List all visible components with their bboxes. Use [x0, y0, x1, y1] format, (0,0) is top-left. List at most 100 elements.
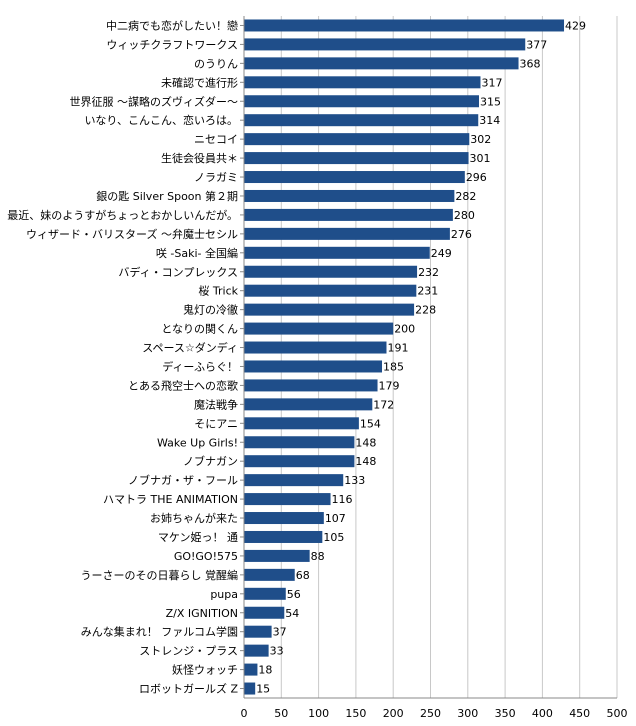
bar	[244, 625, 272, 638]
bar	[244, 38, 526, 51]
x-tick-label: 50	[274, 707, 288, 720]
category-label: バディ・コンプレックス	[118, 265, 238, 279]
category-label: となりの関くん	[161, 323, 238, 336]
category-label: みんな集まれ！ ファルコム学園	[81, 625, 238, 639]
category-label: 桜 Trick	[198, 284, 238, 298]
value-label: 317	[481, 76, 502, 89]
value-label: 276	[451, 228, 472, 241]
bar	[244, 512, 324, 525]
bar	[244, 644, 269, 657]
value-label: 18	[258, 664, 272, 677]
value-label: 133	[344, 474, 365, 487]
category-label: のうりん	[194, 57, 238, 70]
value-label: 296	[466, 171, 487, 184]
category-label: 最近、妹のようすがちょっとおかしいんだが。	[7, 208, 238, 222]
category-label: ハマトラ THE ANIMATION	[103, 493, 238, 506]
value-label: 116	[332, 493, 353, 506]
bar	[244, 436, 355, 449]
value-label: 105	[323, 531, 344, 544]
value-label: 54	[285, 607, 299, 620]
category-label: そにアニ	[194, 417, 238, 430]
value-label: 179	[379, 379, 400, 392]
category-label: ノブナガン	[183, 454, 238, 468]
bar	[244, 455, 355, 468]
category-label: 世界征服 ～謀略のズヴィズダー～	[70, 94, 239, 108]
bar	[244, 303, 415, 316]
value-label: 314	[479, 114, 500, 127]
bar	[244, 587, 286, 600]
bar	[244, 379, 378, 392]
bar	[244, 549, 310, 562]
category-label: スペース☆ダンディ	[142, 341, 238, 355]
value-label: 107	[325, 512, 346, 525]
category-label: 魔法戦争	[194, 397, 238, 411]
bar	[244, 265, 418, 278]
bar	[244, 530, 323, 543]
axes	[240, 16, 617, 699]
bar	[244, 57, 519, 70]
bar	[244, 360, 383, 373]
gridlines	[280, 16, 618, 698]
category-label: ロボットガールズ Z	[139, 682, 238, 696]
category-label: ノラガミ	[194, 171, 238, 184]
bar	[244, 663, 258, 676]
bar	[244, 171, 465, 184]
category-label: いなり、こんこん、恋いろは。	[84, 113, 238, 127]
value-label: 368	[520, 57, 541, 70]
category-label: ウィザード・バリスターズ ～弁魔士セシル	[26, 227, 238, 241]
value-label: 148	[355, 455, 376, 468]
value-label: 68	[296, 569, 310, 582]
x-tick-label: 0	[241, 707, 248, 720]
category-label: 咲 -Saki- 全国編	[156, 246, 238, 260]
value-label: 231	[417, 285, 438, 298]
bar	[244, 341, 387, 354]
value-label: 37	[273, 626, 287, 639]
bar	[244, 133, 470, 146]
bar	[244, 246, 430, 259]
category-label: 未確認で進行形	[161, 75, 238, 89]
bar	[244, 19, 565, 32]
x-tick-label: 200	[383, 707, 404, 720]
bar	[244, 227, 450, 240]
value-label: 15	[256, 683, 270, 696]
bar	[244, 606, 285, 619]
value-label: 191	[387, 342, 408, 355]
value-label: 228	[415, 304, 436, 317]
bar	[244, 152, 469, 165]
category-label: 銀の匙 Silver Spoon 第２期	[96, 189, 238, 203]
category-label: 生徒会役員共＊	[161, 151, 238, 165]
category-label: 妖怪ウォッチ	[172, 663, 238, 677]
value-label: 377	[526, 38, 547, 51]
bar	[244, 76, 481, 89]
bars	[244, 19, 565, 695]
x-tick-label: 400	[532, 707, 553, 720]
value-label: 148	[355, 436, 376, 449]
category-label: 中二病でも恋がしたい！戀	[106, 18, 238, 32]
x-tick-label: 250	[420, 707, 441, 720]
value-label: 88	[311, 550, 325, 563]
bar	[244, 398, 373, 411]
category-label: ノブナガ・ザ・フール	[128, 473, 238, 487]
category-labels: 中二病でも恋がしたい！戀ウィッチクラフトワークスのうりん未確認で進行形世界征服 …	[7, 18, 238, 695]
x-tick-label: 300	[457, 707, 478, 720]
bar	[244, 474, 344, 487]
category-label: 鬼灯の冷徹	[183, 303, 238, 317]
category-label: ウィッチクラフトワークス	[106, 38, 238, 51]
category-label: Wake Up Girls!	[157, 436, 238, 449]
category-label: マケン姫っ！ 通	[158, 530, 238, 544]
value-label: 154	[360, 417, 381, 430]
category-label: とある飛空士への恋歌	[128, 378, 238, 392]
x-tick-label: 450	[569, 707, 590, 720]
category-label: pupa	[210, 588, 238, 601]
bar	[244, 208, 453, 221]
bar	[244, 568, 295, 581]
category-label: Z/X IGNITION	[166, 607, 238, 620]
x-tick-label: 150	[345, 707, 366, 720]
value-label: 429	[565, 19, 586, 32]
category-label: GO!GO!575	[174, 550, 238, 563]
x-tick-labels: 0 50 100 150 200 250 300 350 400 450 500	[241, 707, 628, 720]
x-tick-label: 350	[495, 707, 516, 720]
bar	[244, 322, 394, 335]
value-label: 315	[480, 95, 501, 108]
